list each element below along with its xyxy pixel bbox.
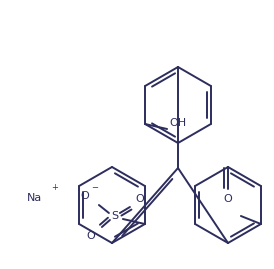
Text: OH: OH xyxy=(169,118,187,128)
Text: −: − xyxy=(92,183,98,193)
Text: S: S xyxy=(111,211,118,221)
Text: O: O xyxy=(87,231,95,241)
Text: O: O xyxy=(81,191,89,201)
Text: +: + xyxy=(52,183,58,193)
Text: O: O xyxy=(224,194,232,204)
Text: O: O xyxy=(136,194,144,204)
Text: Na: Na xyxy=(27,193,43,203)
